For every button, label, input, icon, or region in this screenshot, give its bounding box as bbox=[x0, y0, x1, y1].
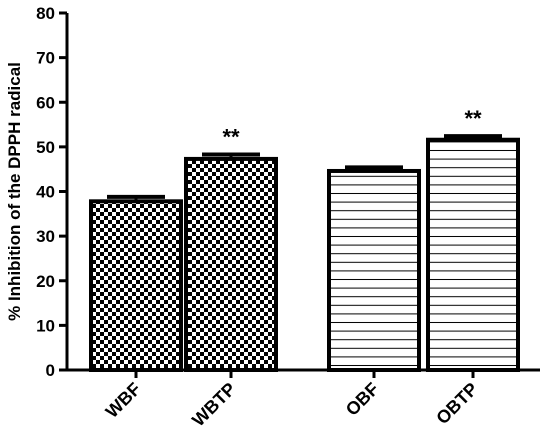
x-category-label: WBTP bbox=[188, 379, 240, 431]
y-tick-label: 0 bbox=[46, 361, 55, 380]
significance-label: ** bbox=[222, 124, 240, 149]
x-category-label: WBF bbox=[102, 379, 145, 422]
x-category-label: OBTP bbox=[432, 379, 482, 429]
bar-wbtp bbox=[184, 156, 278, 372]
y-tick-label: 10 bbox=[36, 316, 55, 335]
y-axis-title: % Inhibition of the DPPH radical bbox=[5, 62, 24, 321]
bar-obf bbox=[327, 168, 421, 372]
y-tick-label: 80 bbox=[36, 4, 55, 23]
y-tick-label: 60 bbox=[36, 93, 55, 112]
y-tick-label: 30 bbox=[36, 227, 55, 246]
bar-obtp bbox=[426, 137, 520, 372]
x-category-label: OBF bbox=[342, 379, 383, 420]
bar-wbf bbox=[89, 199, 183, 372]
significance-label: ** bbox=[464, 106, 482, 131]
y-tick-label: 20 bbox=[36, 272, 55, 291]
y-tick-label: 70 bbox=[36, 49, 55, 68]
bars bbox=[89, 134, 520, 372]
y-tick-label: 50 bbox=[36, 138, 55, 157]
y-tick-label: 40 bbox=[36, 183, 55, 202]
